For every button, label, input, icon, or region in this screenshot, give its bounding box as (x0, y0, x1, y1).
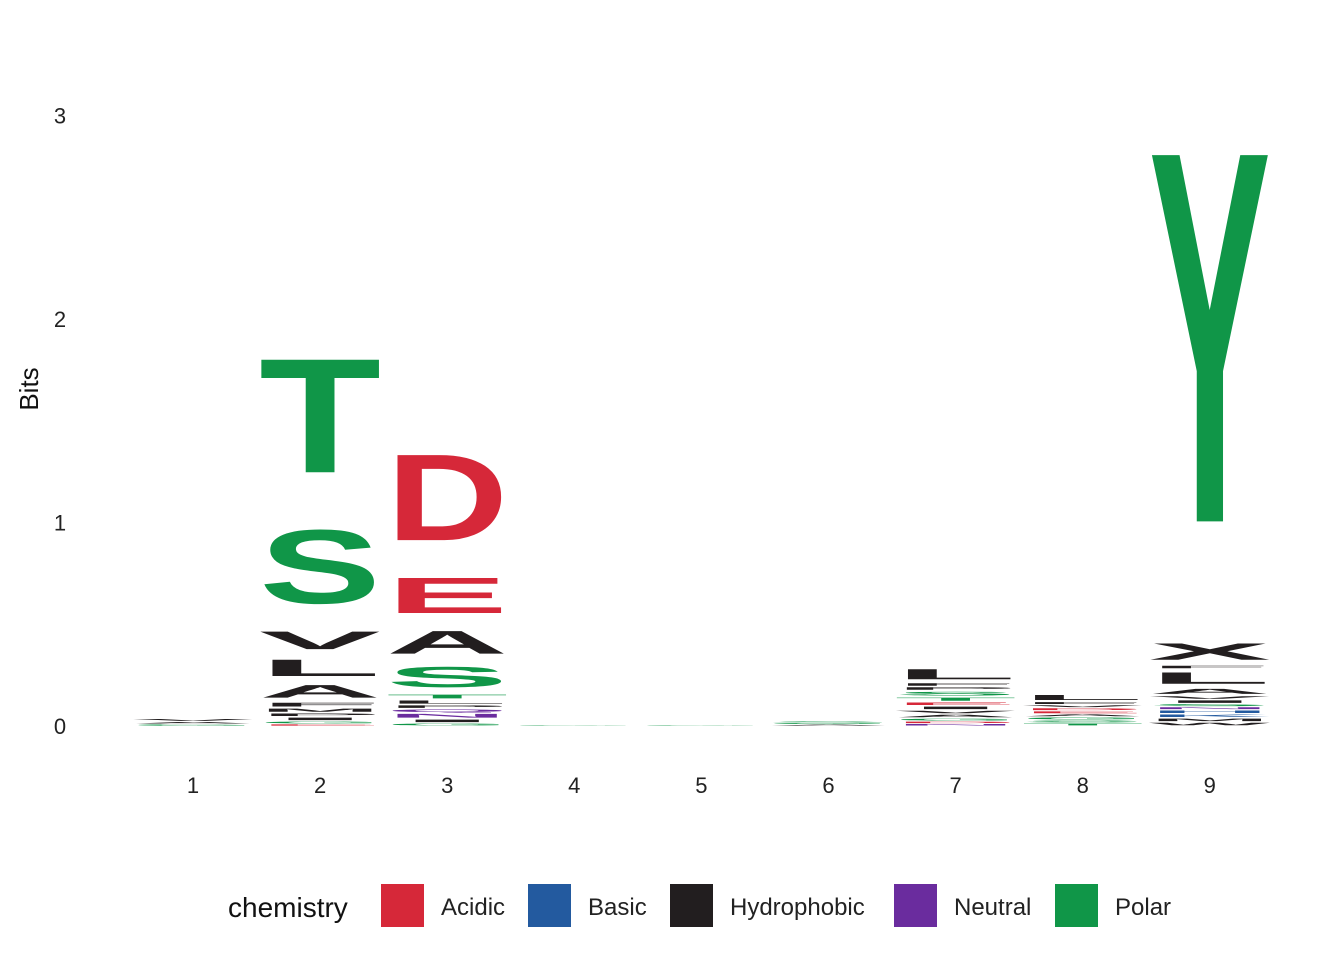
logo-letter-t: T (1022, 723, 1144, 726)
logo-letter-a: A (1022, 714, 1144, 717)
logo-letter-d: D (895, 721, 1017, 723)
logo-letter-m: M (259, 708, 381, 713)
logo-letter-s: S (386, 661, 508, 694)
logo-letter-i: I (259, 717, 381, 721)
logo-letter-a: A (768, 724, 890, 726)
y-axis: 0 1 2 3 (54, 104, 66, 740)
logo-letter-i: I (386, 719, 508, 723)
logo-letter-s: S (768, 721, 890, 723)
logo-letter-t: T (386, 693, 508, 699)
legend-label-hydrophobic: Hydrophobic (730, 894, 865, 921)
x-tick-label: 3 (441, 773, 453, 798)
logo-letter-v: V (132, 718, 253, 721)
x-tick-label: 8 (1077, 773, 1089, 798)
logo-letter-g: G (132, 724, 254, 726)
y-tick-label: 2 (54, 307, 66, 332)
logo-letter-g: G (386, 723, 508, 726)
legend: chemistry Acidic Basic Hydrophobic Neutral P… (228, 884, 1171, 927)
logo-letter-n: N (386, 713, 508, 719)
logo-letter-i: I (895, 706, 1017, 710)
logo-letter-a: A (1149, 687, 1271, 695)
y-tick-label: 1 (54, 511, 66, 536)
logo-letter-n: N (895, 724, 1017, 726)
y-tick-label: 0 (54, 714, 66, 739)
logo-letter-g: G (895, 718, 1017, 721)
x-tick-label: 4 (568, 773, 580, 798)
logo-letter-l: L (386, 700, 508, 705)
legend-swatch-neutral (894, 884, 937, 927)
logo-letter-y: Y (1149, 41, 1271, 635)
logo-letter-g: G (768, 723, 890, 725)
logo-letter-v: V (1149, 695, 1270, 699)
x-tick-label: 9 (1204, 773, 1216, 798)
y-axis-label: Bits (14, 367, 44, 410)
logo-letter-p: P (259, 713, 381, 717)
logo-letter-s: S (1149, 704, 1271, 707)
x-tick-label: 7 (949, 773, 961, 798)
logo-letter-e: E (259, 724, 381, 726)
logo-letter-n: N (1149, 707, 1271, 710)
logo-letter-f: F (895, 682, 1017, 686)
logo-letter-f: F (259, 702, 381, 708)
legend-label-acidic: Acidic (441, 894, 505, 921)
logo-letter-i: I (1149, 700, 1271, 704)
logo-letter-v: V (259, 626, 380, 655)
logo-letter-d: D (386, 429, 508, 567)
logo-letter-l: L (1022, 693, 1144, 701)
logo-letter-v: V (895, 710, 1016, 714)
legend-title: chemistry (228, 892, 348, 923)
logo-letter-g: G (640, 725, 762, 726)
legend-label-polar: Polar (1115, 894, 1171, 921)
logo-letter-l: L (895, 666, 1017, 682)
logo-letter-d: D (1022, 708, 1144, 711)
logo-letter-e: E (386, 567, 508, 624)
logo-letter-g: G (1022, 717, 1144, 720)
x-tick-label: 6 (822, 773, 834, 798)
x-tick-label: 5 (695, 773, 707, 798)
logo-letter-g: G (513, 725, 635, 726)
logo-letter-l: L (1149, 669, 1271, 687)
logo-letter-a: A (259, 681, 381, 701)
logo-letter-t: T (259, 324, 381, 507)
logo-letter-f: F (1149, 665, 1271, 669)
logo-letter-a: A (895, 714, 1017, 718)
logo-letter-p: P (895, 687, 1017, 691)
logo-letter-f: F (1022, 702, 1144, 705)
logo-letter-m: M (1149, 718, 1271, 722)
logo-letter-s: S (1022, 720, 1144, 723)
logo-letter-l: L (259, 655, 381, 681)
logo-letter-p: P (386, 705, 508, 709)
x-tick-label: 2 (314, 773, 326, 798)
legend-label-neutral: Neutral (954, 894, 1031, 921)
logo-letter-a: A (132, 722, 254, 724)
logo-letter-s: S (895, 691, 1017, 697)
legend-swatch-basic (528, 884, 571, 927)
legend-label-basic: Basic (588, 894, 647, 921)
logo-letter-x: X (1149, 638, 1271, 664)
x-tick-label: 1 (187, 773, 199, 798)
logo-letter-t: T (895, 697, 1017, 702)
y-tick-label: 3 (54, 104, 66, 129)
logo-letter-e: E (1022, 711, 1144, 714)
logo-letter-w: W (1149, 722, 1271, 726)
logo-letter-e: E (895, 702, 1017, 706)
x-axis: 1 2 3 4 5 6 7 8 9 (187, 773, 1216, 798)
legend-swatch-polar (1055, 884, 1098, 927)
logo-letter-h: H (1149, 710, 1271, 714)
logo-letter-g: G (259, 721, 381, 724)
legend-swatch-hydrophobic (670, 884, 713, 927)
logo-letter-v: V (1022, 705, 1143, 708)
logo-letter-s: S (259, 508, 381, 626)
logo-letter-q: Q (386, 709, 508, 713)
logo-letter-k: K (1149, 714, 1271, 718)
legend-swatch-acidic (381, 884, 424, 927)
logo-letter-a: A (386, 624, 508, 661)
